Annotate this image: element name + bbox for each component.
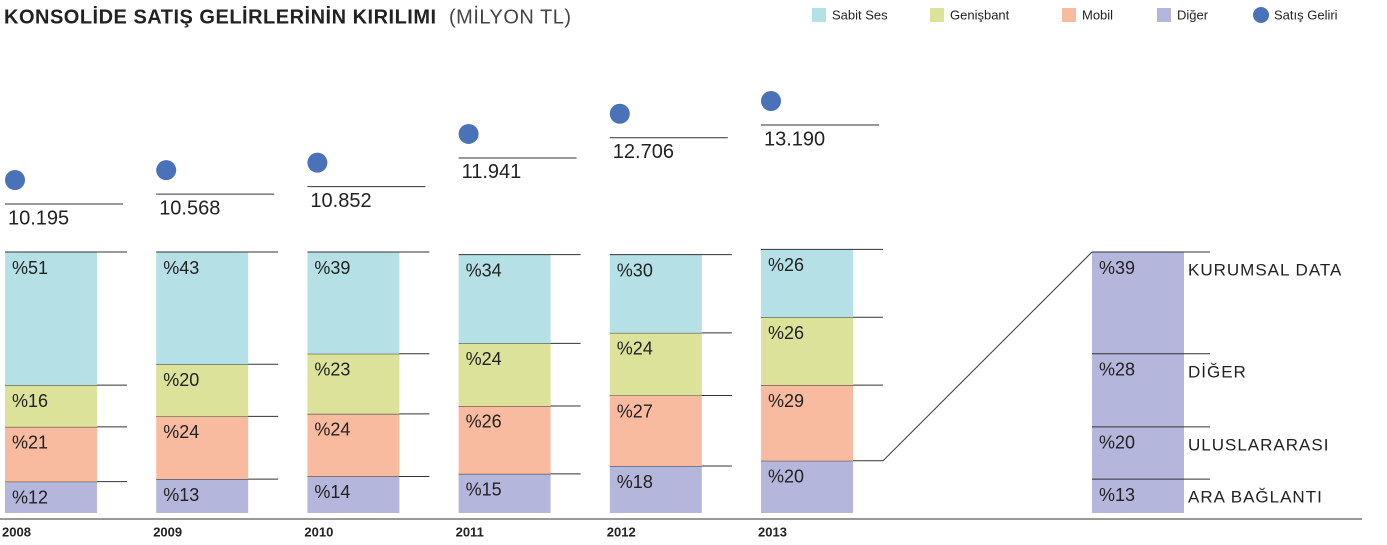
bar-segment	[307, 476, 400, 513]
bar-segment	[609, 254, 702, 333]
revenue-dot	[307, 152, 328, 173]
legend-label: Satış Geliri	[1274, 7, 1338, 22]
segment-label: %18	[617, 472, 653, 492]
bar-segment	[458, 254, 551, 344]
segment-label: %28	[1099, 360, 1135, 380]
bar-segment	[609, 466, 702, 513]
bar-segment	[458, 343, 551, 406]
bar-segment	[1092, 426, 1184, 480]
category-label: ULUSLARARASI	[1188, 435, 1329, 454]
bar-segment	[1092, 353, 1184, 427]
bar-segment	[458, 473, 551, 513]
category-label: DİĞER	[1188, 362, 1247, 381]
legend-swatch	[812, 8, 826, 22]
segment-label: %27	[617, 401, 653, 421]
segment-label: %24	[314, 420, 350, 440]
legend-dot	[1253, 7, 1269, 23]
legend-swatch	[930, 8, 944, 22]
segment-label: %20	[1099, 433, 1135, 453]
bar-segment	[307, 353, 400, 414]
revenue-dot	[761, 91, 781, 111]
chart-title: KONSOLİDE SATIŞ GELİRLERİNİN KIRILIMI	[4, 5, 437, 28]
bar-segment	[609, 395, 702, 467]
bar-segment	[5, 426, 97, 482]
revenue-label: 12.706	[613, 141, 674, 163]
x-tick-label: 2010	[304, 524, 333, 539]
segment-label: %23	[314, 360, 350, 380]
bar-segment	[761, 385, 853, 461]
chart-subtitle: (MİLYON TL)	[449, 5, 572, 28]
bar-segment	[1092, 252, 1184, 354]
segment-label: %13	[1099, 485, 1135, 505]
bar-segment	[156, 416, 249, 480]
bar-segment	[609, 332, 702, 396]
legend-label: Sabit Ses	[832, 7, 888, 22]
legend-label: Mobil	[1082, 7, 1113, 22]
segment-label: %16	[12, 391, 48, 411]
revenue-label: 11.941	[462, 161, 522, 183]
legend-swatch	[1062, 8, 1076, 22]
revenue-dot	[5, 170, 25, 190]
segment-label: %39	[1099, 258, 1135, 278]
segment-label: %21	[12, 433, 48, 453]
segment-label: %39	[314, 258, 350, 278]
segment-label: %43	[163, 258, 199, 278]
segment-label: %20	[163, 370, 199, 390]
segment-label: %29	[768, 391, 804, 411]
bar-segment	[5, 252, 97, 386]
connector	[882, 251, 1093, 462]
revenue-dot	[609, 103, 630, 124]
segment-label: %51	[12, 258, 48, 278]
x-tick-label: 2009	[153, 524, 182, 539]
bar-segment	[307, 413, 400, 477]
revenue-dot	[458, 123, 479, 144]
revenue-label: 10.852	[310, 190, 371, 212]
bar-segment	[5, 481, 97, 513]
bar-segment	[761, 317, 853, 386]
legend-label: Diğer	[1177, 7, 1209, 22]
x-tick-label: 2013	[758, 524, 787, 539]
category-label: ARA BAĞLANTI	[1188, 488, 1323, 507]
revenue-label: 10.195	[8, 207, 69, 229]
bar-segment	[1092, 479, 1184, 513]
segment-label: %24	[466, 349, 502, 369]
x-tick-label: 2008	[2, 524, 31, 539]
bar-segment	[156, 364, 249, 417]
x-tick-label: 2011	[456, 524, 484, 539]
segment-label: %13	[163, 485, 199, 505]
bar-segment	[307, 252, 400, 354]
revenue-label: 13.190	[764, 128, 825, 150]
category-label: KURUMSAL DATA	[1188, 260, 1342, 279]
bar-segment	[761, 249, 853, 318]
segment-label: %26	[466, 412, 502, 432]
segment-label: %34	[466, 260, 502, 280]
segment-label: %26	[768, 323, 804, 343]
x-tick-label: 2012	[607, 524, 636, 539]
legend-label: Genişbant	[950, 7, 1010, 22]
segment-label: %15	[466, 480, 502, 500]
segment-label: %20	[768, 467, 804, 487]
revenue-label: 10.568	[159, 197, 220, 219]
segment-label: %14	[314, 482, 350, 502]
segment-label: %12	[12, 487, 48, 507]
segment-label: %26	[768, 255, 804, 275]
bar-segment	[761, 460, 853, 513]
segment-label: %30	[617, 260, 653, 280]
bar-segment	[156, 479, 249, 513]
revenue-dot	[156, 160, 177, 181]
legend-swatch	[1157, 8, 1171, 22]
segment-label: %24	[163, 422, 199, 442]
segment-label: %24	[617, 339, 653, 359]
bar-segment	[458, 405, 551, 474]
bar-segment	[156, 252, 249, 365]
bar-segment	[5, 385, 97, 427]
